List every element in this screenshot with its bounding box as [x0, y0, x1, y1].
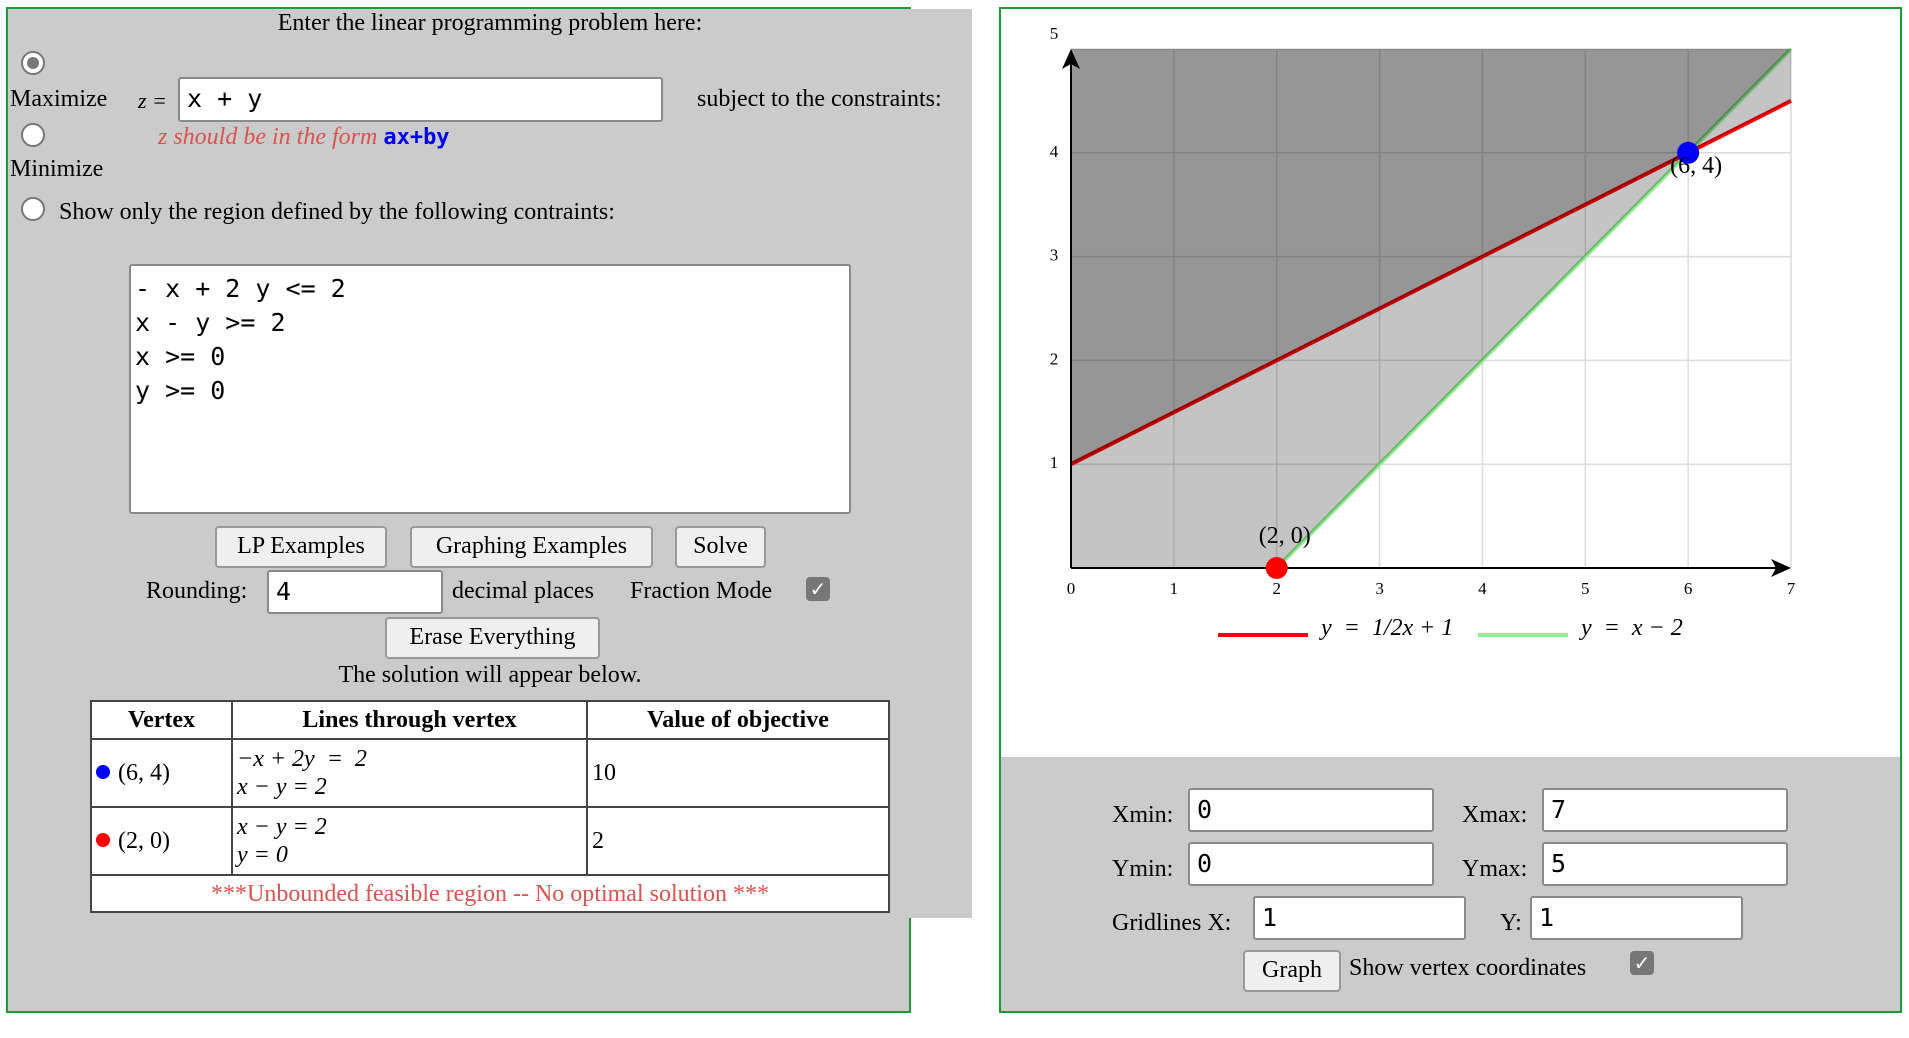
graph-panel: 0 1 2 3 4 5 6 7 1 2 3 4 5 (6, 4) (2, 0) y = 1/2x + 1 y =…	[999, 7, 1902, 1013]
unbounded-message: ***Unbounded feasible region -- No optim…	[90, 874, 890, 913]
shaded-region-1	[1071, 49, 1791, 465]
x-tick-label: 6	[1684, 579, 1693, 598]
value-cell: 2	[586, 806, 890, 876]
solve-button[interactable]: Solve	[675, 526, 766, 568]
line-eq: y = 0	[237, 842, 288, 868]
x-axis-arrow-icon	[1771, 559, 1791, 577]
constraints-textarea[interactable]: - x + 2 y <= 2 x - y >= 2 x >= 0 y >= 0	[129, 264, 851, 514]
rounding-input[interactable]: 4	[267, 570, 443, 614]
red-dot-icon	[96, 833, 110, 847]
rounding-label: Rounding:	[146, 578, 248, 604]
y-axis-arrow-icon	[1062, 49, 1080, 69]
blue-dot-icon	[96, 765, 110, 779]
x-tick-label: 5	[1581, 579, 1590, 598]
decimal-places-label: decimal places	[452, 578, 594, 604]
z-label: z =	[138, 88, 167, 113]
constraint-line-2	[1275, 47, 1793, 570]
gridlines-x-label: Gridlines X:	[1112, 910, 1232, 936]
col-value: Value of objective	[586, 700, 890, 740]
x-tick-label: 1	[1170, 579, 1179, 598]
line-eq: x − y = 2	[237, 774, 327, 800]
x-tick-label: 2	[1272, 579, 1281, 598]
vertex-cell: (6, 4)	[90, 738, 233, 808]
hint-text: z should be in the form	[158, 124, 378, 150]
ymax-input[interactable]: 5	[1542, 842, 1788, 886]
y-tick-label: 2	[1050, 349, 1059, 368]
xmin-input[interactable]: 0	[1188, 788, 1434, 832]
x-tick-label: 0	[1067, 579, 1076, 598]
value-cell: 10	[586, 738, 890, 808]
y-tick-label: 4	[1050, 142, 1059, 161]
xmax-label: Xmax:	[1462, 802, 1528, 828]
heading: Enter the linear programming problem her…	[277, 10, 703, 36]
legend-label: y = x − 2	[1579, 615, 1683, 641]
col-vertex: Vertex	[90, 700, 233, 740]
vertex-cell: (2, 0)	[90, 806, 233, 876]
show-vertex-label: Show vertex coordinates	[1349, 955, 1587, 981]
objective-hint: z should be in the form ax+by	[158, 124, 450, 151]
xmin-label: Xmin:	[1112, 802, 1174, 828]
vertex-point	[1677, 141, 1700, 164]
minimize-radio[interactable]	[21, 123, 45, 147]
region-only-label: Show only the region defined by the foll…	[59, 199, 615, 225]
x-tick-label: 7	[1787, 579, 1796, 598]
constraint-line-1	[1070, 99, 1792, 466]
erase-everything-button[interactable]: Erase Everything	[385, 617, 600, 659]
maximize-label: Maximize	[10, 86, 108, 112]
solution-table: Vertex Lines through vertex Value of obj…	[90, 700, 890, 913]
feasible-region-graph: 0 1 2 3 4 5 6 7 1 2 3 4 5 (6, 4) (2, 0) y = 1/2x + 1 y =…	[1050, 24, 1796, 641]
col-lines: Lines through vertex	[231, 700, 588, 740]
vertex-point	[1265, 557, 1288, 579]
vertex-label: (2, 0)	[118, 828, 170, 854]
line-eq: x − y = 2	[237, 814, 327, 840]
graph-button[interactable]: Graph	[1243, 950, 1341, 992]
gridlines-y-label: Y:	[1500, 910, 1522, 936]
x-tick-label: 4	[1478, 579, 1487, 598]
graphing-examples-button[interactable]: Graphing Examples	[410, 526, 653, 568]
hint-form: ax+by	[383, 125, 450, 150]
y-tick-label: 5	[1050, 24, 1059, 43]
shaded-region-2	[1071, 49, 1791, 568]
y-tick-label: 1	[1050, 453, 1059, 472]
objective-input[interactable]: x + y	[178, 77, 663, 122]
ymin-input[interactable]: 0	[1188, 842, 1434, 886]
panel-background	[909, 9, 972, 918]
legend-label: y = 1/2x + 1	[1319, 615, 1453, 641]
gridlines-y-input[interactable]: 1	[1530, 896, 1743, 940]
gridlines-x-input[interactable]: 1	[1253, 896, 1466, 940]
line-eq: −x + 2y = 2	[237, 746, 367, 772]
vertex-coordinate-label: (6, 4)	[1670, 153, 1722, 179]
table-header: Vertex Lines through vertex Value of obj…	[90, 700, 890, 740]
solution-note: The solution will appear below.	[338, 662, 642, 688]
graph-controls: Xmin: 0 Xmax: 7 Ymin: 0 Ymax: 5 Gridline…	[1001, 757, 1900, 1011]
ymax-label: Ymax:	[1462, 856, 1528, 882]
ymin-label: Ymin:	[1112, 856, 1174, 882]
fraction-mode-label: Fraction Mode	[630, 578, 772, 604]
fraction-mode-checkbox[interactable]: ✓	[806, 577, 830, 601]
maximize-radio[interactable]	[21, 51, 45, 75]
lp-examples-button[interactable]: LP Examples	[215, 526, 387, 568]
show-vertex-checkbox[interactable]: ✓	[1630, 951, 1654, 975]
region-only-radio[interactable]	[21, 197, 45, 221]
y-tick-label: 3	[1050, 246, 1059, 265]
xmax-input[interactable]: 7	[1542, 788, 1788, 832]
minimize-label: Minimize	[10, 156, 104, 182]
vertex-label: (6, 4)	[118, 760, 170, 786]
subject-to-label: subject to the constraints:	[697, 86, 942, 112]
x-tick-label: 3	[1375, 579, 1384, 598]
vertex-coordinate-label: (2, 0)	[1259, 523, 1311, 549]
